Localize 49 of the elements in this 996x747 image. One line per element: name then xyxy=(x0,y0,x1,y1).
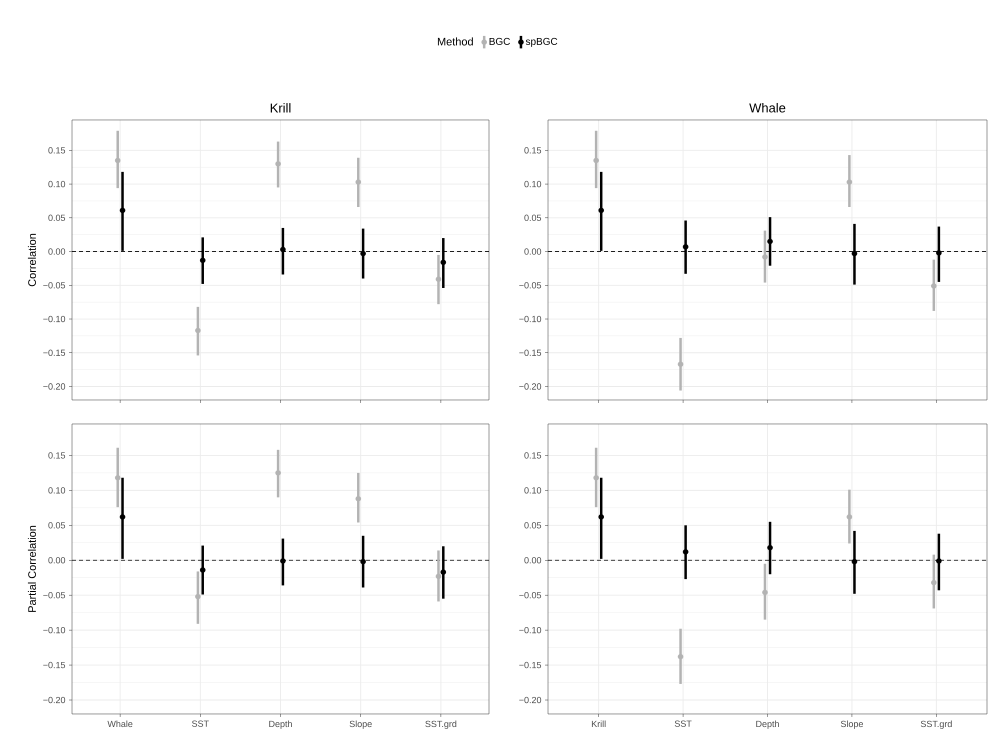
chart-title: Whale xyxy=(749,102,786,112)
x-tick-label: SST.grd xyxy=(920,720,952,729)
y-tick-label: 0.05 xyxy=(48,522,66,528)
y-tick-label: 0.05 xyxy=(48,214,66,221)
y-axis-title: Partial Correlation xyxy=(28,526,36,612)
x-tick-label: Depth xyxy=(756,720,779,729)
y-tick-label: 0.15 xyxy=(48,452,66,459)
y-tick-label: 0.15 xyxy=(48,147,66,154)
chart-title: Krill xyxy=(270,103,290,112)
y-tick-label: 0.00 xyxy=(524,557,542,564)
y-tick-label: 0.00 xyxy=(48,248,66,255)
y-tick-label: −0.20 xyxy=(519,696,542,704)
y-tick-label: 0.10 xyxy=(48,180,66,188)
y-tick-label: −0.20 xyxy=(43,383,66,390)
legend-title: Method xyxy=(438,37,473,46)
y-tick-label: −0.10 xyxy=(519,626,542,634)
y-tick-label: −0.15 xyxy=(43,350,66,356)
y-tick-label: −0.05 xyxy=(519,592,542,598)
y-tick-label: 0.10 xyxy=(524,487,542,494)
legend-label: spBGC xyxy=(526,38,558,47)
y-tick-label: −0.15 xyxy=(43,662,66,668)
x-tick-label: Depth xyxy=(269,720,292,729)
y-tick-label: −0.15 xyxy=(519,662,542,668)
y-tick-label: −0.10 xyxy=(43,626,66,634)
y-tick-label: −0.10 xyxy=(519,316,542,322)
x-tick-label: Slope xyxy=(840,720,863,729)
y-tick-label: 0.10 xyxy=(524,180,542,188)
x-tick-label: Slope xyxy=(350,720,372,729)
y-tick-label: −0.05 xyxy=(43,282,66,288)
x-tick-label: SST xyxy=(192,720,209,727)
y-tick-label: −0.05 xyxy=(519,282,542,288)
y-tick-label: 0.00 xyxy=(524,248,542,255)
x-tick-label: Krill xyxy=(592,720,606,727)
x-tick-label: SST.grd xyxy=(425,720,456,729)
x-tick-label: Whale xyxy=(107,720,132,728)
y-tick-label: 0.15 xyxy=(524,147,542,154)
y-tick-label: −0.20 xyxy=(43,696,66,704)
y-tick-label: 0.05 xyxy=(524,214,542,221)
x-tick-label: SST xyxy=(674,720,692,727)
y-tick-label: 0.15 xyxy=(524,452,542,459)
legend-label: BGC xyxy=(490,38,510,45)
y-axis-title: Correlation xyxy=(28,234,36,286)
y-tick-label: 0.05 xyxy=(524,522,542,528)
y-tick-label: 0.00 xyxy=(48,557,66,564)
y-tick-label: −0.10 xyxy=(43,316,66,322)
y-tick-label: −0.20 xyxy=(519,383,542,390)
y-tick-label: −0.05 xyxy=(43,592,66,598)
y-tick-label: 0.10 xyxy=(48,487,66,494)
y-tick-label: −0.15 xyxy=(519,350,542,356)
